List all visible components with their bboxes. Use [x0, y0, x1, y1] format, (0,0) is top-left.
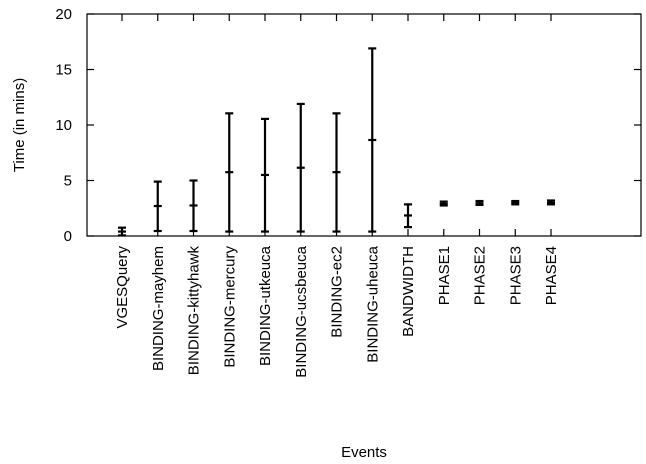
x-axis: VGESQuery BINDING-mayhem BINDING-kittyhawk… [114, 14, 560, 378]
x-tick-label: BINDING-uheuca [364, 245, 381, 362]
y-axis-title: Time (in mins) [11, 78, 28, 172]
x-tick-label: BINDING-mercury [221, 246, 238, 368]
y-tick-label: 15 [55, 62, 72, 79]
x-tick-label: BINDING-ec2 [329, 246, 346, 338]
x-tick-label: BANDWIDTH [400, 246, 417, 337]
y-tick-label: 10 [55, 117, 72, 134]
x-tick-label: PHASE4 [543, 246, 560, 305]
x-tick-label: BINDING-kittyhawk [186, 246, 203, 376]
x-tick-label: PHASE2 [472, 246, 489, 305]
plot-frame [86, 13, 642, 237]
x-tick-label: BINDING-ucsbeuca [293, 245, 310, 377]
y-tick-label: 5 [64, 173, 72, 190]
y-tick-label: 20 [55, 6, 72, 23]
x-tick-label: BINDING-mayhem [150, 246, 167, 371]
x-tick-label: BINDING-utkeuca [257, 245, 274, 366]
x-tick-label: PHASE1 [436, 246, 453, 305]
error-bars [118, 47, 555, 237]
x-tick-label: VGESQuery [114, 246, 131, 329]
y-axis: 0 5 10 15 20 [55, 6, 641, 245]
x-tick-label: PHASE3 [507, 246, 524, 305]
y-tick-label: 0 [64, 228, 72, 245]
x-axis-title: Events [341, 444, 387, 461]
